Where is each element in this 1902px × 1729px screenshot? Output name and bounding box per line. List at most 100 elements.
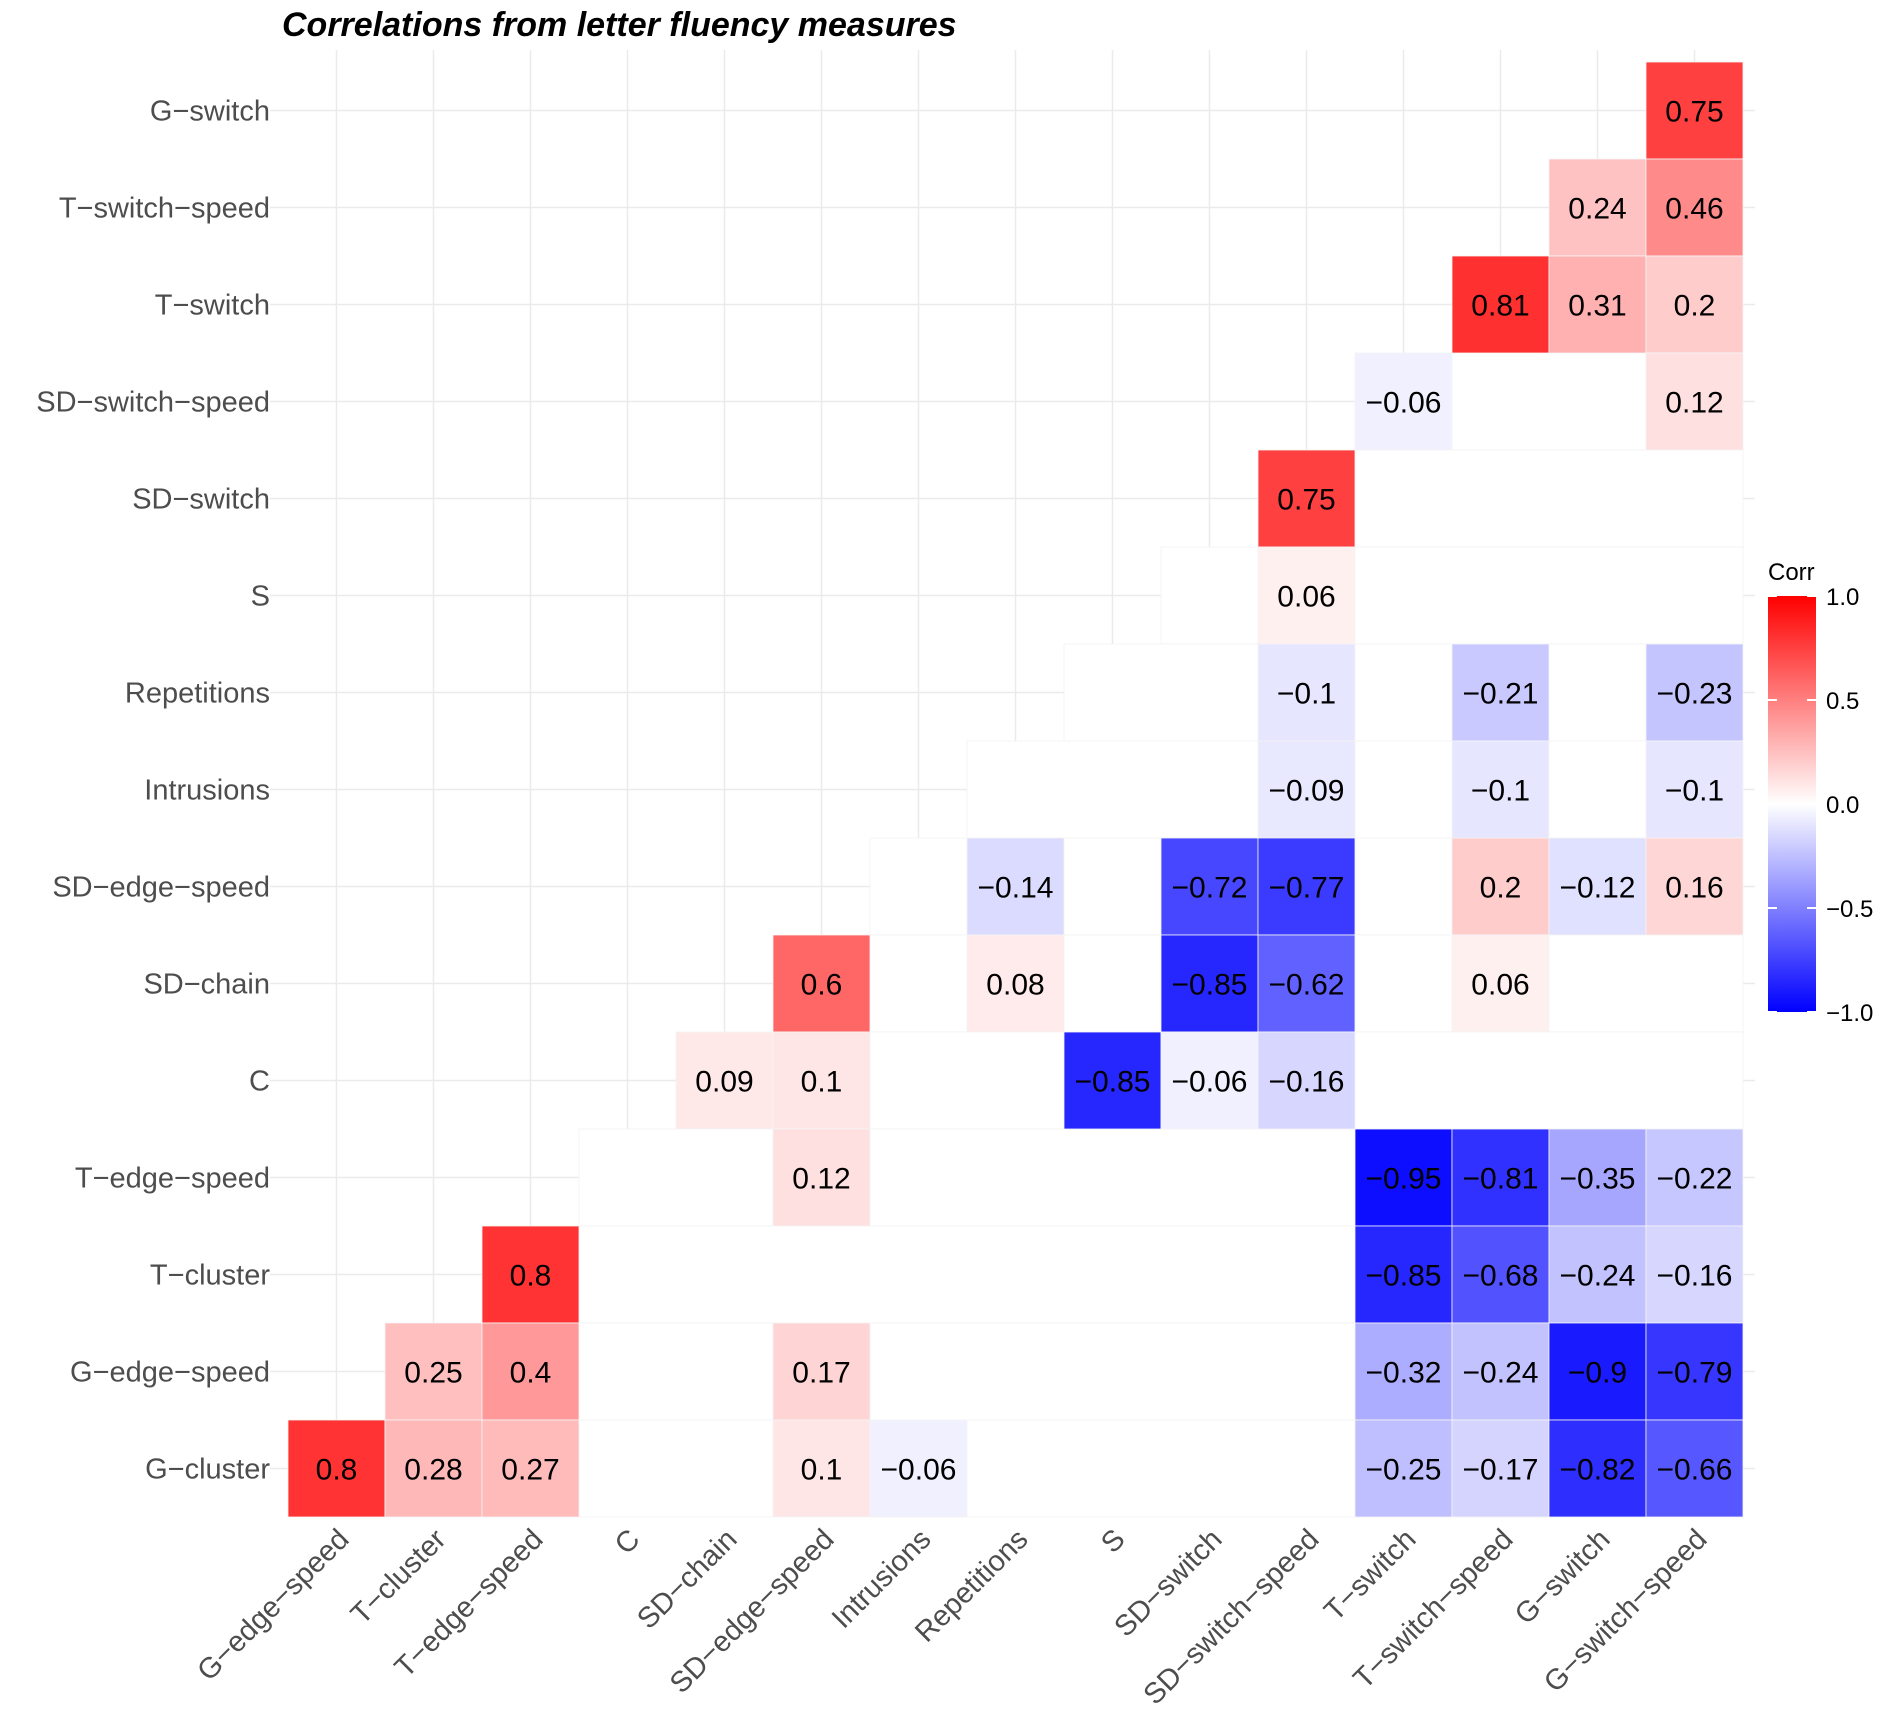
x-axis-tick-label: C [609,1523,646,1560]
tile-value-label: 0.27 [501,1454,559,1487]
heatmap-tile [966,934,1065,1033]
heatmap-tile [1451,934,1550,1033]
heatmap-tile [1257,934,1356,1033]
tile-value-label: 0.46 [1665,193,1723,226]
chart-title: Correlations from letter fluency measure… [282,6,957,44]
tile-value-label: 0.75 [1277,484,1335,517]
heatmap-tile [675,1031,774,1130]
x-axis-tick-label: G−edge−speed [191,1523,355,1687]
y-axis-tick-label: T−switch [155,290,270,322]
heatmap-tile [1548,1128,1647,1227]
heatmap-tile [772,934,871,1033]
tile-value-label: 0.31 [1568,290,1626,323]
heatmap-tile [1645,255,1744,354]
heatmap-tile [1645,1419,1744,1518]
tile-value-label: −0.1 [1665,775,1724,808]
heatmap-tile [1645,1322,1744,1421]
tile-value-label: 0.08 [986,969,1044,1002]
heatmap-tile [1451,1419,1550,1518]
tile-value-label: 0.24 [1568,193,1626,226]
tile-value-label: −0.16 [1657,1260,1733,1293]
tile-value-label: −0.1 [1277,678,1336,711]
heatmap-tile [1548,1419,1647,1518]
tile-value-label: −0.79 [1657,1357,1733,1390]
legend-title: Corr [1768,559,1815,586]
y-axis-tick-label: G−edge−speed [70,1357,270,1389]
tile-value-label: −0.12 [1560,872,1636,905]
y-axis-tick-label: SD−switch−speed [36,387,270,419]
tile-value-label: 0.12 [792,1163,850,1196]
tile-value-label: 0.1 [801,1066,843,1099]
legend-tick-label: 1.0 [1826,584,1859,611]
tile-value-label: −0.17 [1463,1454,1539,1487]
heatmap-tile [1354,1419,1453,1518]
tile-value-label: 0.12 [1665,387,1723,420]
tile-value-label: 0.2 [1480,872,1522,905]
heatmap-tile [1645,1225,1744,1324]
y-axis-tick-label: S [251,581,270,613]
y-axis-tick-label: C [249,1066,270,1098]
heatmap-tile [1160,1031,1259,1130]
tile-value-label: −0.24 [1560,1260,1636,1293]
x-axis-tick-label: SD−edge−speed [664,1523,841,1700]
tile-value-label: 0.16 [1665,872,1723,905]
heatmap-row-background [1063,643,1744,742]
heatmap-tile [1645,837,1744,936]
tile-value-label: 0.6 [801,969,843,1002]
x-axis-tick-label: SD−switch−speed [1138,1523,1326,1711]
tile-value-label: −0.06 [1366,387,1442,420]
heatmap-tile [1548,255,1647,354]
tile-value-label: −0.68 [1463,1260,1539,1293]
tile-value-label: −0.14 [978,872,1054,905]
y-axis-tick-label: T−switch−speed [59,193,270,225]
heatmap-tile [1257,837,1356,936]
tile-value-label: −0.24 [1463,1357,1539,1390]
heatmap-row-background [1160,546,1744,645]
tile-value-label: 0.8 [316,1454,358,1487]
tile-value-label: −0.85 [1075,1066,1151,1099]
tile-value-label: −0.16 [1269,1066,1345,1099]
heatmap-tile [772,1128,871,1227]
x-axis-tick-label: G−switch−speed [1538,1523,1713,1698]
heatmap-tile [1548,158,1647,257]
tile-value-label: 0.81 [1471,290,1529,323]
tile-value-label: −0.82 [1560,1454,1636,1487]
heatmap-tile [1160,934,1259,1033]
y-axis-labels: G−switch T−switch−speed T−switch SD−switch−… [36,96,270,1486]
tile-value-label: −0.32 [1366,1357,1442,1390]
tile-value-label: 0.2 [1674,290,1716,323]
heatmap-tile [869,1419,968,1518]
heatmap-tile [1160,837,1259,936]
tile-value-label: −0.35 [1560,1163,1636,1196]
heatmap-tile [1354,1128,1453,1227]
tile-value-label: −0.06 [1172,1066,1248,1099]
y-axis-tick-label: SD−chain [143,969,270,1001]
tile-value-label: −0.85 [1366,1260,1442,1293]
tile-value-label: 0.09 [695,1066,753,1099]
tile-value-label: −0.81 [1463,1163,1539,1196]
heatmap-tile [1257,643,1356,742]
color-legend: Corr 1.0 0.5 0.0 −0.5 −1.0 [1768,559,1873,1027]
tile-value-label: −0.22 [1657,1163,1733,1196]
heatmap-tile [1451,1128,1550,1227]
tile-value-label: −0.85 [1172,969,1248,1002]
heatmap-tile [1451,740,1550,839]
heatmap-tile [1451,255,1550,354]
tile-value-label: 0.1 [801,1454,843,1487]
tile-value-label: 0.06 [1471,969,1529,1002]
heatmap-tile [1257,449,1356,548]
tile-value-label: −0.23 [1657,678,1733,711]
heatmap-tile [1645,1128,1744,1227]
heatmap-tile [481,1419,580,1518]
y-axis-tick-label: Intrusions [144,775,270,807]
tile-value-label: −0.77 [1269,872,1345,905]
y-axis-tick-label: T−edge−speed [75,1163,270,1195]
heatmap-tile [1451,1225,1550,1324]
tile-value-label: 0.8 [510,1260,552,1293]
heatmap-tile [1548,1322,1647,1421]
y-axis-tick-label: G−switch [150,96,270,128]
heatmap-tile [1451,837,1550,936]
tile-value-label: 0.4 [510,1357,552,1390]
y-axis-tick-label: SD−edge−speed [52,872,270,904]
